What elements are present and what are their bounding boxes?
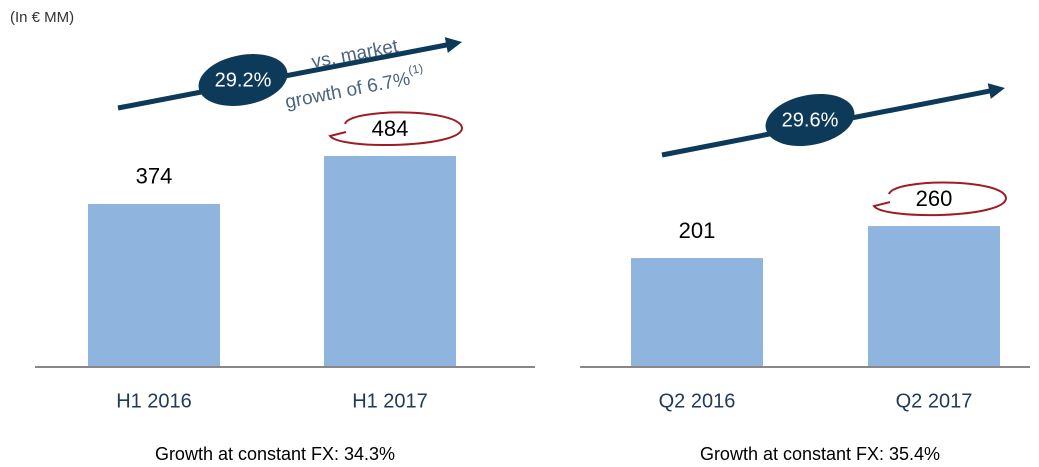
bar <box>88 203 220 367</box>
highlight-loop <box>872 181 1008 217</box>
growth-label: 29.6% <box>782 109 839 131</box>
highlight-loop <box>328 111 464 146</box>
footer: Growth at constant FX: 35.4% <box>700 444 940 464</box>
bar <box>631 258 763 367</box>
value-label: 260 <box>916 186 953 211</box>
x-tick-label: Q2 2016 <box>659 390 736 412</box>
unit-label: (In € MM) <box>10 9 74 26</box>
footnote-ref: (1) <box>407 61 424 78</box>
value-label: 201 <box>679 218 716 243</box>
footer: Growth at constant FX: 34.3% <box>155 444 395 464</box>
x-tick-label: Q2 2017 <box>896 390 973 412</box>
growth-bubble <box>765 93 855 147</box>
growth-bubble <box>198 54 288 106</box>
arrow-head <box>444 37 462 53</box>
bar <box>324 155 456 367</box>
growth-label: 29.2% <box>215 69 272 91</box>
annotation: growth of 6.7%(1) <box>283 61 427 113</box>
value-label: 484 <box>372 116 409 141</box>
x-tick-label: H1 2016 <box>116 390 192 412</box>
value-label: 374 <box>136 164 173 189</box>
bar <box>868 226 1000 367</box>
arrow-head <box>987 83 1005 99</box>
x-tick-label: H1 2017 <box>352 390 428 412</box>
annotation: vs. market <box>310 36 401 73</box>
annotation-text: growth of 6.7% <box>283 69 412 114</box>
